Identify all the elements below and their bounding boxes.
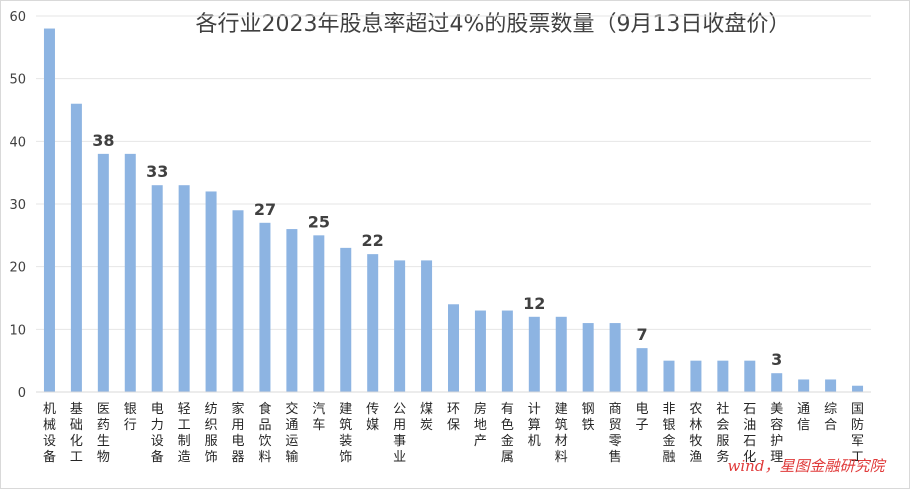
bar — [663, 360, 675, 392]
bar — [205, 191, 217, 392]
bar — [582, 323, 594, 392]
x-category-label: 非银金融 — [662, 402, 675, 465]
bar — [232, 210, 244, 392]
bar — [636, 348, 648, 392]
source-watermark: wind，星图金融研究院 — [728, 457, 887, 475]
x-category-label: 环保 — [447, 402, 460, 433]
data-labels: 38 33 27 25 22 12 7 3 — [92, 131, 782, 369]
x-category-label: 电子 — [636, 402, 649, 433]
bar — [474, 310, 486, 392]
bar — [367, 254, 379, 392]
x-category-label: 轻工制造 — [178, 402, 191, 465]
data-label: 27 — [254, 200, 276, 219]
x-category-label: 食品饮料 — [258, 401, 271, 465]
y-tick-label: 30 — [9, 198, 26, 213]
bar — [97, 153, 109, 392]
x-category-label: 计算机 — [528, 402, 541, 449]
bar — [852, 385, 864, 392]
bar — [421, 260, 433, 392]
y-tick-label: 10 — [9, 323, 26, 338]
x-category-label: 汽车 — [312, 402, 325, 433]
bar — [178, 185, 190, 392]
bar — [124, 153, 136, 392]
data-label: 25 — [308, 212, 330, 231]
x-category-label: 交通运输 — [285, 401, 298, 465]
x-category-label: 煤炭 — [420, 402, 433, 433]
y-tick-label: 0 — [18, 386, 26, 401]
data-label: 22 — [362, 231, 384, 250]
x-category-label: 建筑材料 — [555, 402, 568, 465]
x-category-label: 石油石化 — [743, 402, 756, 465]
bar — [528, 316, 540, 392]
x-category-label: 家用电器 — [232, 401, 245, 465]
bar — [690, 360, 702, 392]
x-category-label: 钢铁 — [582, 402, 595, 433]
y-tick-label: 20 — [9, 261, 26, 276]
bar — [43, 28, 55, 393]
bar — [501, 310, 513, 392]
bar — [771, 373, 783, 392]
x-category-label: 有色金属 — [501, 402, 514, 465]
x-category-label: 医药生物 — [97, 402, 110, 465]
x-category-label: 通信 — [797, 402, 810, 433]
bar — [609, 323, 621, 392]
x-category-label: 银行 — [124, 402, 137, 433]
bar — [825, 379, 837, 392]
x-category-label: 社会服务 — [716, 401, 729, 465]
x-category-label: 建筑装饰 — [339, 402, 352, 465]
data-label: 3 — [771, 350, 782, 369]
x-category-label: 传媒 — [366, 402, 379, 433]
bar — [70, 103, 82, 392]
data-label: 38 — [92, 131, 114, 150]
bar — [717, 360, 729, 392]
bar — [555, 316, 567, 392]
data-label: 12 — [523, 294, 545, 313]
x-category-label: 商贸零售 — [609, 402, 622, 465]
x-category-label: 房地产 — [474, 401, 487, 449]
x-category-label: 国防军工 — [851, 402, 864, 465]
x-category-label: 基础化工 — [70, 402, 83, 465]
bar — [151, 185, 163, 392]
data-label: 7 — [636, 325, 647, 344]
x-category-label: 电力设备 — [151, 402, 164, 465]
y-axis-ticks: 0 10 20 30 40 50 60 — [9, 10, 26, 401]
x-category-label: 机械设备 — [43, 402, 56, 465]
bar — [448, 304, 459, 392]
bar — [313, 235, 325, 392]
bars — [43, 28, 864, 393]
x-category-label: 纺织服饰 — [205, 402, 218, 465]
bar — [394, 260, 406, 392]
bar — [340, 247, 352, 392]
y-tick-label: 60 — [9, 10, 26, 25]
gridlines — [36, 15, 871, 330]
bar — [259, 222, 271, 392]
data-label: 33 — [146, 162, 168, 181]
x-category-label: 公用事业 — [393, 402, 406, 465]
bar — [286, 229, 298, 392]
x-category-label: 农林牧渔 — [689, 402, 702, 465]
x-category-label: 综合 — [824, 402, 837, 433]
y-tick-label: 40 — [9, 135, 26, 150]
y-tick-label: 50 — [9, 73, 26, 88]
x-category-label: 美容护理 — [770, 402, 783, 465]
bar — [798, 379, 810, 392]
bar — [744, 360, 756, 392]
